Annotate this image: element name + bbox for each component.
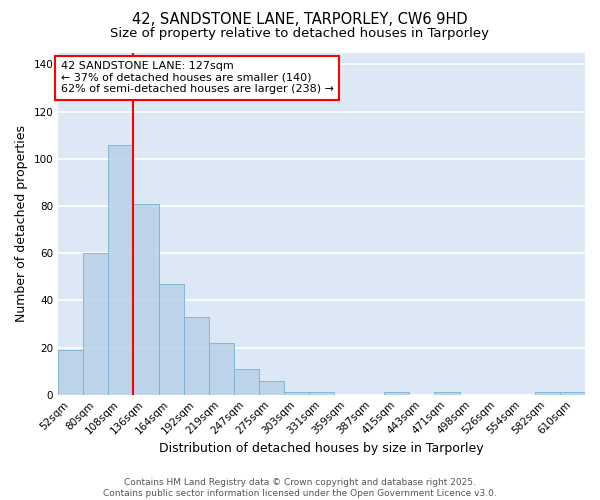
Bar (133, 204, 158, 394)
Bar (434, 392, 460, 394)
Bar (109, 144, 133, 394)
Text: 42 SANDSTONE LANE: 127sqm
← 37% of detached houses are smaller (140)
62% of semi: 42 SANDSTONE LANE: 127sqm ← 37% of detac… (61, 61, 334, 94)
Bar (58, 350, 83, 395)
Bar (284, 392, 309, 394)
Bar (309, 392, 334, 394)
Text: Contains HM Land Registry data © Crown copyright and database right 2025.
Contai: Contains HM Land Registry data © Crown c… (103, 478, 497, 498)
Bar (259, 380, 284, 394)
Bar (184, 317, 209, 394)
Bar (385, 392, 409, 394)
Y-axis label: Number of detached properties: Number of detached properties (15, 125, 28, 322)
Bar (158, 284, 184, 395)
Bar (560, 392, 585, 394)
Bar (209, 343, 234, 394)
Bar (234, 369, 259, 394)
Text: 42, SANDSTONE LANE, TARPORLEY, CW6 9HD: 42, SANDSTONE LANE, TARPORLEY, CW6 9HD (132, 12, 468, 28)
Bar (83, 253, 109, 394)
Bar (535, 392, 560, 394)
X-axis label: Distribution of detached houses by size in Tarporley: Distribution of detached houses by size … (159, 442, 484, 455)
Text: Size of property relative to detached houses in Tarporley: Size of property relative to detached ho… (110, 26, 490, 40)
